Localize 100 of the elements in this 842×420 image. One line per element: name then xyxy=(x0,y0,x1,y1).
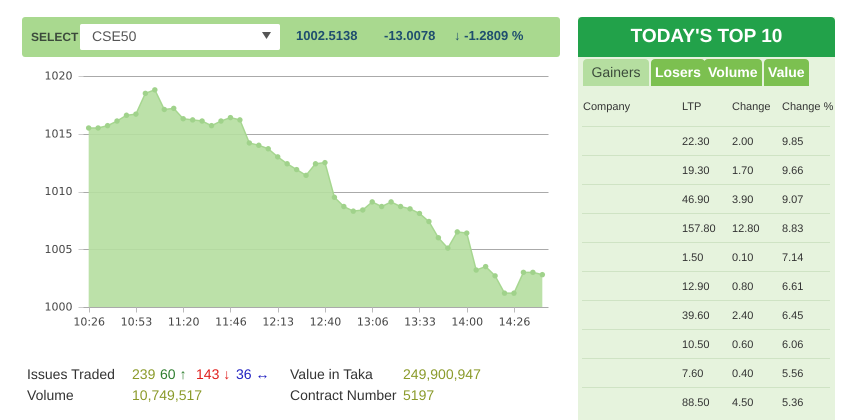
text: 12.90 xyxy=(682,281,710,293)
text: 7.14 xyxy=(782,252,804,264)
point xyxy=(104,122,110,128)
point xyxy=(180,116,186,122)
text: Losers xyxy=(651,59,705,86)
point xyxy=(511,290,517,296)
point xyxy=(398,204,404,210)
text: 5.56 xyxy=(782,368,804,380)
point xyxy=(312,161,318,167)
text: 0.60 xyxy=(732,339,754,351)
point xyxy=(341,204,347,210)
text: 239 xyxy=(132,366,156,382)
x-tick-label: 13:33 xyxy=(404,316,436,328)
text: Value xyxy=(764,59,809,86)
y-tick-label: 1005 xyxy=(44,242,72,256)
point xyxy=(303,172,309,178)
text: LTP xyxy=(682,101,702,113)
point xyxy=(388,199,394,205)
x-tick-label: 10:26 xyxy=(73,316,106,328)
point xyxy=(199,118,205,124)
point xyxy=(369,199,375,205)
text: 60 ↑ xyxy=(160,366,186,382)
text: SELECT xyxy=(31,30,78,44)
point xyxy=(473,267,479,273)
text: 10,749,517 xyxy=(132,387,202,403)
point xyxy=(482,264,488,270)
text: Contract Number xyxy=(290,387,397,403)
text: 6.45 xyxy=(782,310,804,322)
point xyxy=(407,206,413,212)
text: 88.50 xyxy=(682,397,710,409)
y-tick-label: 1015 xyxy=(44,127,72,140)
point xyxy=(530,270,536,276)
text: 19.30 xyxy=(682,165,710,177)
x-tick-label: 12:13 xyxy=(262,316,294,328)
text: 1002.5138 xyxy=(296,28,358,43)
text: 1.70 xyxy=(732,165,754,177)
point xyxy=(266,146,271,152)
point xyxy=(218,118,224,124)
text: 12.80 xyxy=(732,223,760,235)
point xyxy=(378,204,384,210)
text: 6.06 xyxy=(782,339,804,351)
text: 7.60 xyxy=(682,368,704,380)
y-tick-label: 1000 xyxy=(44,300,72,314)
text: 2.00 xyxy=(732,136,754,148)
text: 36 ↔ xyxy=(236,366,270,382)
point xyxy=(256,142,262,148)
point xyxy=(142,90,148,96)
text: 0.10 xyxy=(732,252,754,264)
point xyxy=(124,112,130,118)
point xyxy=(492,273,498,279)
text: 3.90 xyxy=(732,194,754,206)
text: 1.50 xyxy=(682,252,704,264)
x-tick-label: 10:53 xyxy=(120,316,152,328)
text: 249,900,947 xyxy=(403,366,481,382)
y-tick-label: 1010 xyxy=(44,185,72,198)
point xyxy=(540,272,546,278)
point xyxy=(284,161,290,167)
text: 0.40 xyxy=(732,368,754,380)
text: Value in Taka xyxy=(290,366,373,382)
x-tick-label: 14:00 xyxy=(451,316,484,328)
text: 4.50 xyxy=(732,397,754,409)
point xyxy=(95,125,101,131)
text: ↓ -1.2809 % xyxy=(454,28,524,43)
text: 2.40 xyxy=(732,310,754,322)
text: 46.90 xyxy=(682,194,710,206)
text: 8.83 xyxy=(782,223,804,235)
text: 0.80 xyxy=(732,281,754,293)
text: 5.36 xyxy=(782,397,804,409)
text: Gainers xyxy=(583,59,649,86)
text: 9.66 xyxy=(782,165,804,177)
point xyxy=(322,160,328,166)
point xyxy=(114,118,120,124)
point xyxy=(332,194,338,200)
point xyxy=(360,207,366,213)
x-tick-label: 11:46 xyxy=(215,316,247,328)
text: 22.30 xyxy=(682,136,710,148)
point xyxy=(133,111,139,117)
point xyxy=(426,218,432,224)
x-tick-label: 12:40 xyxy=(310,316,342,328)
point xyxy=(190,117,196,123)
point xyxy=(454,229,460,235)
text: 9.07 xyxy=(782,194,804,206)
x-tick-label: 11:20 xyxy=(168,316,200,328)
text: Issues Traded xyxy=(27,366,115,382)
point xyxy=(416,210,422,216)
text: 10.50 xyxy=(682,339,710,351)
text: 6.61 xyxy=(782,281,804,293)
text: 5197 xyxy=(403,387,434,403)
point xyxy=(228,114,234,120)
point xyxy=(274,154,280,160)
point xyxy=(294,166,300,172)
text: Volume xyxy=(704,59,762,86)
point xyxy=(436,234,442,240)
point xyxy=(86,125,92,131)
text: 9.85 xyxy=(782,136,804,148)
x-tick-label: 14:26 xyxy=(498,316,530,328)
point xyxy=(246,140,252,146)
point xyxy=(502,290,508,296)
x-tick-label: 13:06 xyxy=(356,316,389,328)
text: Change % xyxy=(782,101,834,113)
